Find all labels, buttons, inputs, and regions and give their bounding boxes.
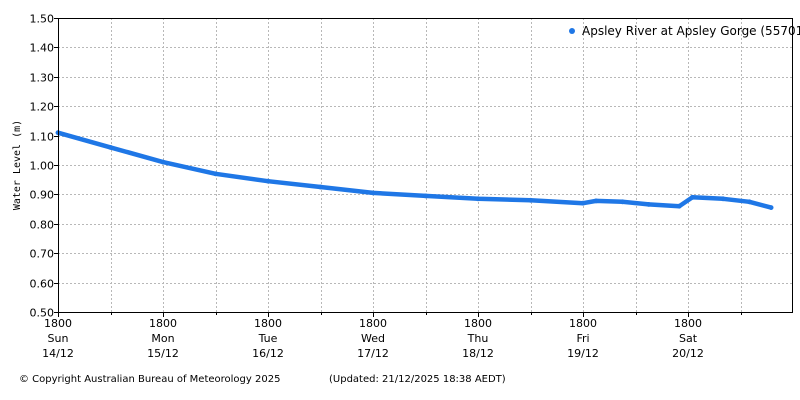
series-line (55, 130, 774, 210)
y-tick-label: 1.40 (30, 42, 55, 55)
legend[interactable]: Apsley River at Apsley Gorge (557013) (569, 24, 800, 38)
data-point (768, 205, 774, 211)
data-point (746, 199, 752, 205)
x-tick-label-day: Mon (151, 332, 174, 345)
data-point (646, 202, 651, 207)
copyright-text: © Copyright Australian Bureau of Meteoro… (19, 374, 281, 385)
data-point (108, 145, 113, 150)
x-tick-label-date: 20/12 (672, 347, 704, 360)
data-point (213, 171, 218, 177)
data-point (580, 200, 586, 206)
data-point (690, 194, 695, 200)
plot-frame (58, 18, 793, 313)
data-point (423, 193, 428, 199)
x-tick-label-time: 1800 (569, 317, 597, 330)
x-tick-label-time: 1800 (149, 317, 177, 330)
y-tick-label: 1.30 (30, 72, 55, 85)
x-axis: 1800 Sun 14/12 1800 Mon 15/12 1800 Tue 16/12 1800… (42, 312, 742, 360)
x-tick-label-date: 16/12 (252, 347, 284, 360)
data-point (593, 198, 599, 204)
data-point (265, 178, 271, 184)
x-tick-label-time: 1800 (464, 317, 492, 330)
y-axis: 0.50 0.60 0.70 0.80 0.90 1.00 1.10 1.20 1.30 1.40… (30, 13, 58, 320)
x-tick-label-date: 14/12 (42, 347, 74, 360)
y-tick-label: 0.70 (30, 248, 55, 261)
y-axis-label: Water Level (m) (12, 120, 23, 210)
x-tick-label-day: Tue (258, 332, 278, 345)
x-tick-label-day: Thu (467, 332, 489, 345)
x-tick-label-day: Sun (48, 332, 69, 345)
x-tick-label-date: 17/12 (357, 347, 389, 360)
x-tick-label-time: 1800 (254, 317, 282, 330)
x-tick-label-time: 1800 (44, 317, 72, 330)
x-tick-label-day: Fri (576, 332, 589, 345)
data-point (676, 203, 682, 209)
y-tick-label: 0.90 (30, 189, 55, 202)
x-tick-label-time: 1800 (674, 317, 702, 330)
data-point (475, 196, 481, 202)
data-point (318, 184, 323, 190)
y-tick-label: 1.10 (30, 131, 55, 144)
updated-timestamp: (Updated: 21/12/2025 18:38 AEDT) (329, 374, 506, 385)
y-tick-label: 0.80 (30, 219, 55, 232)
data-point (720, 196, 726, 202)
x-tick-label-time: 1800 (359, 317, 387, 330)
y-tick-label: 0.50 (30, 307, 55, 320)
x-tick-label-date: 18/12 (462, 347, 494, 360)
data-point (160, 159, 166, 165)
x-tick-label-day: Sat (679, 332, 698, 345)
y-tick-label: 1.20 (30, 101, 55, 114)
grid (58, 18, 792, 312)
y-tick-label: 1.00 (30, 160, 55, 173)
legend-marker (569, 28, 575, 34)
legend-label: Apsley River at Apsley Gorge (557013) (582, 24, 800, 38)
x-tick-label-day: Wed (361, 332, 385, 345)
series-layer (55, 130, 774, 211)
data-point (620, 199, 625, 205)
data-point (370, 190, 376, 196)
x-tick-label-date: 15/12 (147, 347, 179, 360)
y-tick-label: 1.50 (30, 13, 55, 26)
x-tick-label-date: 19/12 (567, 347, 599, 360)
data-point (528, 197, 533, 203)
y-tick-label: 0.60 (30, 278, 55, 291)
